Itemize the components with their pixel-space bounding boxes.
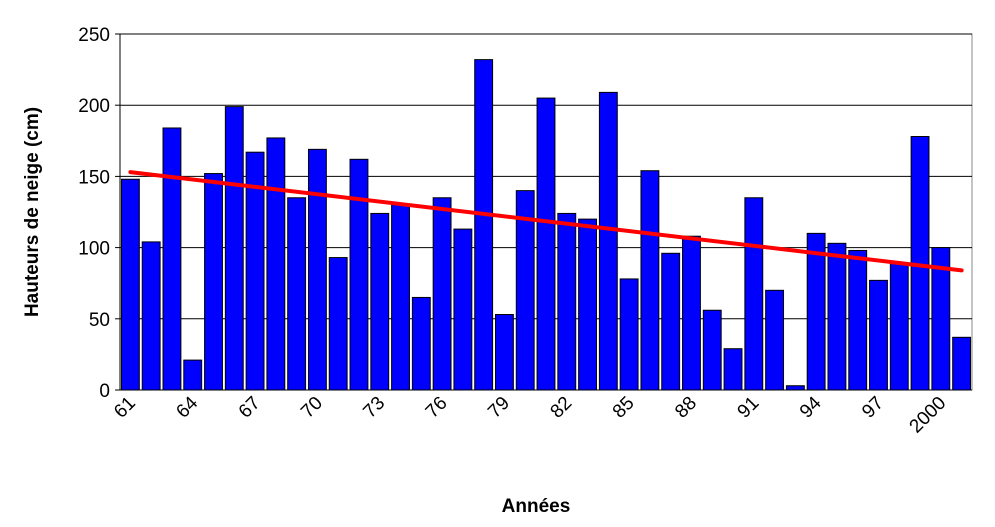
bar — [536, 97, 556, 391]
bar — [141, 241, 161, 391]
bar — [411, 296, 431, 391]
bar — [391, 204, 410, 391]
y-axis-label: Hauteurs de neige (cm) — [22, 107, 43, 317]
bar — [848, 249, 868, 391]
x-axis-label: Années — [502, 496, 571, 517]
bar — [183, 359, 203, 391]
y-tick-label: 0 — [99, 381, 110, 402]
x-tick-label: 79 — [484, 393, 514, 423]
bar — [453, 228, 473, 391]
y-tick-label: 100 — [78, 239, 110, 260]
bar — [723, 348, 743, 391]
bar — [785, 385, 805, 391]
x-tick-label: 91 — [734, 393, 764, 423]
bar — [266, 137, 286, 391]
bar — [432, 197, 452, 391]
bar — [370, 212, 390, 391]
bar — [495, 314, 514, 391]
bar — [162, 127, 182, 391]
bar — [744, 197, 764, 391]
bar — [307, 148, 327, 391]
x-tick-label: 94 — [796, 392, 826, 422]
bar — [578, 218, 597, 391]
bar — [224, 106, 244, 391]
bar — [827, 242, 847, 391]
x-tick-label: 85 — [609, 393, 639, 423]
bar — [889, 262, 909, 391]
x-tick-label: 64 — [172, 392, 202, 422]
x-tick-label: 73 — [359, 393, 389, 423]
bar — [806, 232, 826, 391]
y-tick-label: 200 — [78, 96, 110, 117]
bar — [557, 212, 577, 391]
bar — [702, 309, 722, 391]
x-tick-label: 67 — [235, 393, 265, 423]
x-tick-label: 2000 — [906, 393, 951, 438]
x-tick-label: 61 — [110, 393, 140, 423]
trend-line — [128, 170, 964, 273]
bar — [328, 257, 348, 391]
bar — [204, 173, 223, 391]
bar — [640, 170, 660, 391]
y-tick-label: 150 — [78, 167, 110, 188]
x-tick-label: 70 — [297, 393, 327, 423]
bar — [661, 252, 681, 391]
bar — [349, 158, 369, 391]
bar — [474, 59, 494, 391]
bar — [869, 279, 888, 391]
x-tick-label: 97 — [858, 393, 888, 423]
y-tick-label: 50 — [89, 310, 110, 331]
x-tick-label: 76 — [422, 393, 452, 423]
bar — [765, 289, 785, 391]
bar — [120, 178, 140, 391]
bar — [952, 336, 972, 391]
x-tick-label: 88 — [671, 393, 701, 423]
x-tick-label: 82 — [547, 393, 577, 423]
bar — [619, 278, 639, 391]
bar — [287, 197, 307, 391]
bar — [682, 235, 701, 391]
y-tick-label: 250 — [78, 25, 110, 46]
bar — [598, 91, 618, 391]
